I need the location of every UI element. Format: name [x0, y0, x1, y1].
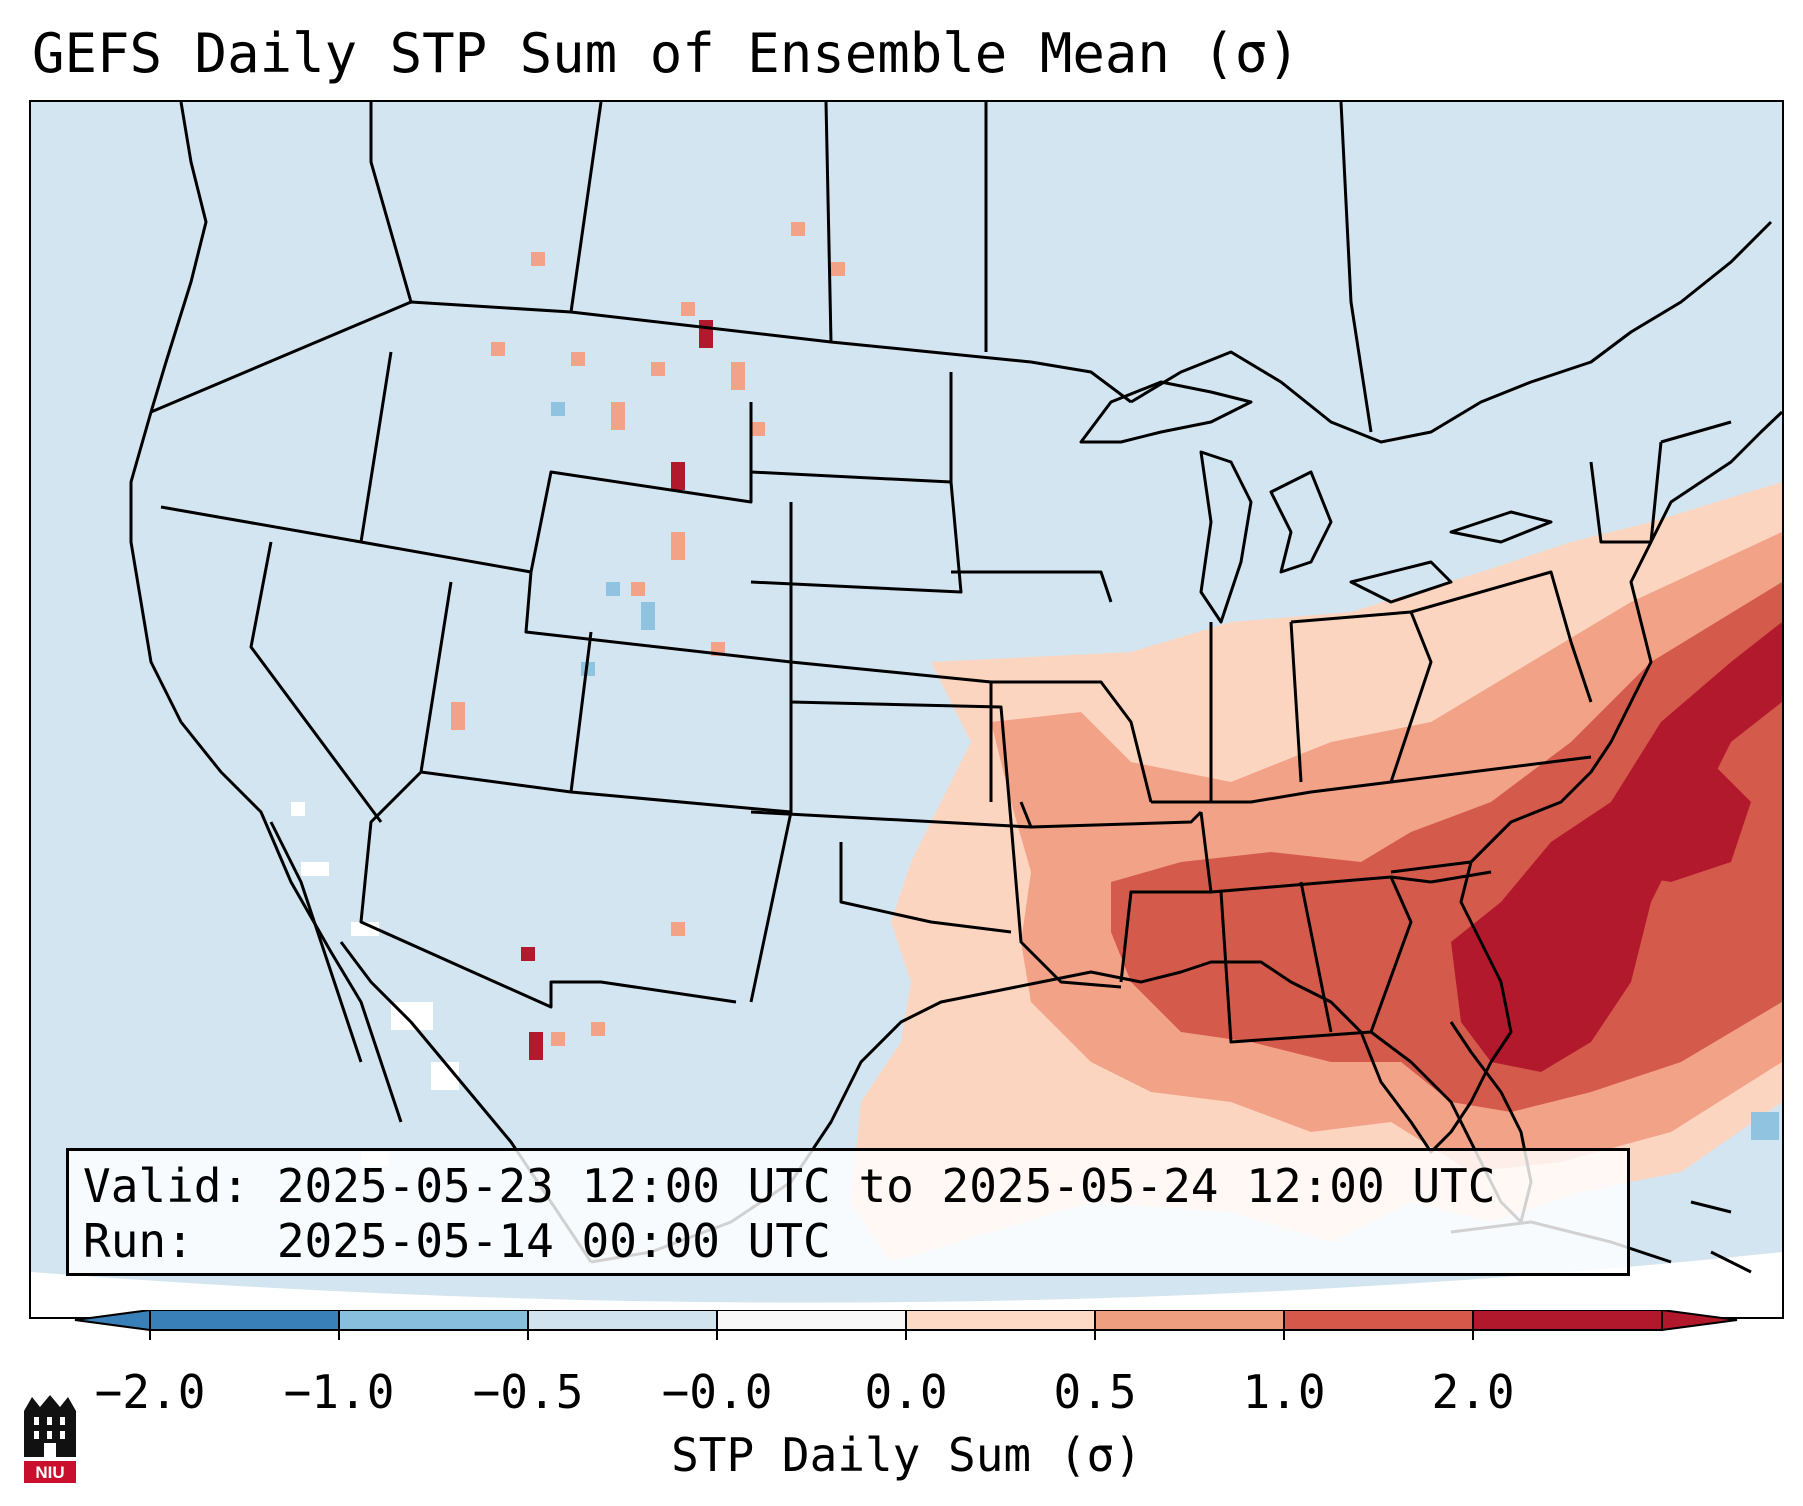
colorbar-segment	[150, 1310, 340, 1330]
valid-run-box: Valid: 2025-05-23 12:00 UTC to 2025-05-2…	[66, 1148, 1630, 1276]
colorbar-segment	[1284, 1310, 1474, 1330]
map-title: GEFS Daily STP Sum of Ensemble Mean (σ)	[32, 22, 1300, 85]
colorbar-tick-label: −1.0	[283, 1365, 395, 1419]
run-time-text: Run: 2025-05-14 00:00 UTC	[83, 1214, 831, 1268]
colorbar-segment	[906, 1310, 1096, 1330]
colorbar-segment	[1473, 1310, 1663, 1330]
colorbar	[74, 1310, 1738, 1340]
scattered-pixels-blue	[551, 402, 1779, 1140]
map-panel	[29, 100, 1784, 1319]
stp-map	[31, 102, 1782, 1317]
colorbar-segment	[339, 1310, 529, 1330]
colorbar-segment	[528, 1310, 718, 1330]
colorbar-extend-low	[74, 1310, 151, 1332]
colorbar-extend-high	[1661, 1310, 1738, 1332]
colorbar-tick-label: 0.5	[1053, 1365, 1137, 1419]
colorbar-outline	[149, 1310, 1663, 1331]
colorbar-label: STP Daily Sum (σ)	[671, 1428, 1142, 1482]
colorbar-segments	[74, 1310, 1738, 1332]
niu-logo: NIU	[24, 1395, 76, 1483]
niu-logo-text: NIU	[35, 1463, 64, 1482]
colorbar-segment	[717, 1310, 907, 1330]
valid-time-text: Valid: 2025-05-23 12:00 UTC to 2025-05-2…	[83, 1159, 1496, 1213]
colorbar-tick-label: −2.0	[94, 1365, 206, 1419]
stp-region-darkred-2	[1591, 762, 1751, 882]
colorbar-segment	[1095, 1310, 1285, 1330]
scattered-pixels	[451, 222, 845, 1046]
colorbar-tick-label: 2.0	[1431, 1365, 1515, 1419]
projection-edge	[31, 1252, 1782, 1317]
colorbar-tick-label: 1.0	[1242, 1365, 1326, 1419]
colorbar-tick-label: −0.0	[661, 1365, 773, 1419]
colorbar-tick-label: 0.0	[864, 1365, 948, 1419]
colorbar-tick-label: −0.5	[472, 1365, 584, 1419]
